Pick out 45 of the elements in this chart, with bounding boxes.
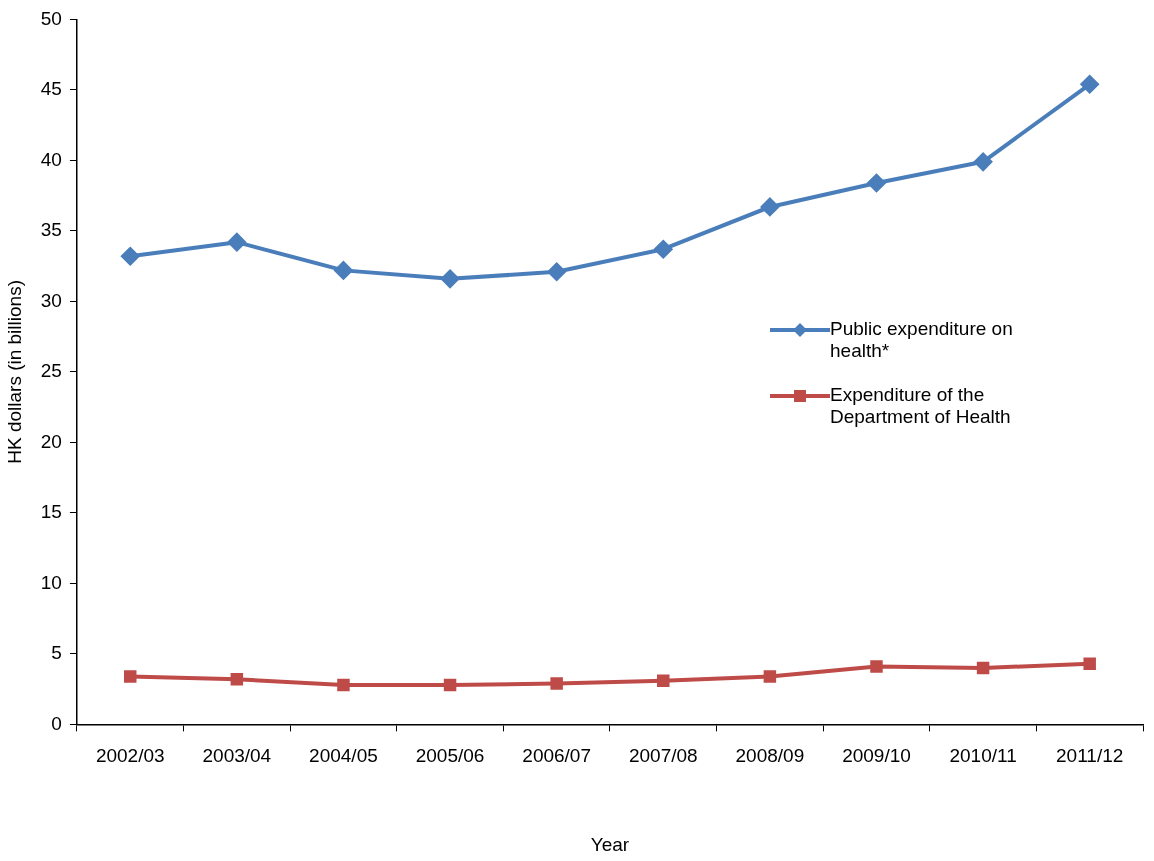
point xyxy=(550,677,563,690)
x-tick-label: 2002/03 xyxy=(95,745,165,767)
point xyxy=(870,660,883,673)
x-tick-label: 2010/11 xyxy=(949,745,1017,767)
point xyxy=(443,678,457,692)
y-tick-label: 25 xyxy=(40,360,62,382)
x-tick-label: 2011/12 xyxy=(1056,745,1124,767)
y-tick-label: 30 xyxy=(40,289,62,311)
point xyxy=(974,152,993,171)
point xyxy=(441,269,460,288)
x-tick-label: 2005/06 xyxy=(415,745,485,767)
point xyxy=(654,240,673,259)
x-tick-label: 2004/05 xyxy=(309,745,378,767)
y-tick-label: 50 xyxy=(40,7,62,29)
legend-label: Expenditure of the Department of Health xyxy=(830,384,1012,428)
point xyxy=(976,661,990,675)
point xyxy=(867,173,886,192)
x-tick-label: 2009/10 xyxy=(842,745,911,767)
x-axis-title: Year xyxy=(590,833,630,855)
point xyxy=(547,262,566,281)
x-tick-label: 2007/08 xyxy=(628,745,698,767)
point xyxy=(760,197,779,216)
point xyxy=(1083,657,1096,671)
y-tick-label: 35 xyxy=(40,219,62,241)
legend-label: Public expenditure on health* xyxy=(830,318,1014,362)
point xyxy=(657,674,670,687)
point xyxy=(1080,75,1099,94)
point xyxy=(123,670,137,683)
point xyxy=(121,247,140,266)
point xyxy=(763,670,777,683)
point xyxy=(227,233,246,252)
y-tick-label: 40 xyxy=(40,148,62,170)
x-tick-label: 2008/09 xyxy=(735,745,805,767)
point xyxy=(337,678,350,692)
y-tick-label: 45 xyxy=(40,78,62,100)
x-tick-label: 2006/07 xyxy=(522,745,592,767)
y-tick-label: 20 xyxy=(40,430,62,452)
y-tick-label: 10 xyxy=(40,571,62,593)
point xyxy=(334,261,353,280)
y-tick-label: 5 xyxy=(51,642,62,664)
x-tick-label: 2003/04 xyxy=(202,745,272,767)
y-tick-label: 0 xyxy=(51,712,62,734)
point xyxy=(230,673,244,686)
y-axis-title: HK dollars (in billions) xyxy=(3,280,25,464)
y-tick-label: 15 xyxy=(40,501,62,523)
